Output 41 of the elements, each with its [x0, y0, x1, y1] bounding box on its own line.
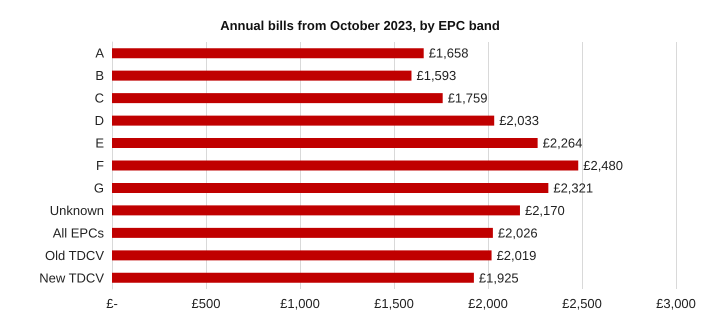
y-tick-label: B — [95, 68, 104, 84]
y-tick-label: All EPCs — [52, 225, 104, 240]
data-label: £2,480 — [583, 158, 624, 173]
bar — [112, 70, 412, 81]
y-tick-label: E — [95, 136, 104, 151]
x-tick-label: £500 — [192, 296, 220, 311]
y-tick-label: Unknown — [50, 202, 104, 218]
bar — [112, 93, 443, 104]
data-label: £1,658 — [428, 46, 468, 61]
bar — [112, 228, 493, 238]
bar — [112, 116, 494, 126]
x-tick-label: £- — [106, 296, 118, 311]
x-tick-label: £2,500 — [562, 296, 602, 311]
y-tick-label: New TDCV — [39, 270, 104, 286]
y-tick-label: F — [96, 158, 104, 173]
x-tick-label: £1,500 — [374, 296, 414, 311]
bar — [112, 205, 520, 216]
bar — [112, 160, 578, 170]
data-label: £2,033 — [499, 113, 539, 128]
y-tick-label: G — [94, 180, 104, 196]
y-tick-label: D — [94, 113, 104, 128]
bar — [112, 272, 474, 283]
data-label: £1,593 — [416, 68, 456, 84]
data-label: £2,264 — [542, 136, 582, 151]
bar — [112, 250, 492, 260]
data-label: £1,759 — [448, 90, 488, 106]
bar — [112, 138, 538, 148]
data-label: £2,321 — [553, 180, 594, 196]
data-label: £2,026 — [498, 225, 538, 240]
chart-title: Annual bills from October 2023, by EPC band — [220, 18, 500, 33]
data-label: £2,170 — [524, 202, 565, 218]
y-tick-label: A — [95, 46, 104, 61]
x-tick-label: £2,000 — [468, 296, 508, 311]
data-label: £1,925 — [478, 270, 519, 286]
y-tick-label: C — [94, 90, 104, 106]
bar — [112, 48, 424, 58]
y-tick-label: Old TDCV — [45, 248, 104, 263]
data-label: £2,019 — [496, 248, 536, 263]
x-tick-label: £1,000 — [280, 296, 320, 311]
x-tick-label: £3,000 — [656, 296, 696, 311]
bar — [112, 182, 548, 193]
